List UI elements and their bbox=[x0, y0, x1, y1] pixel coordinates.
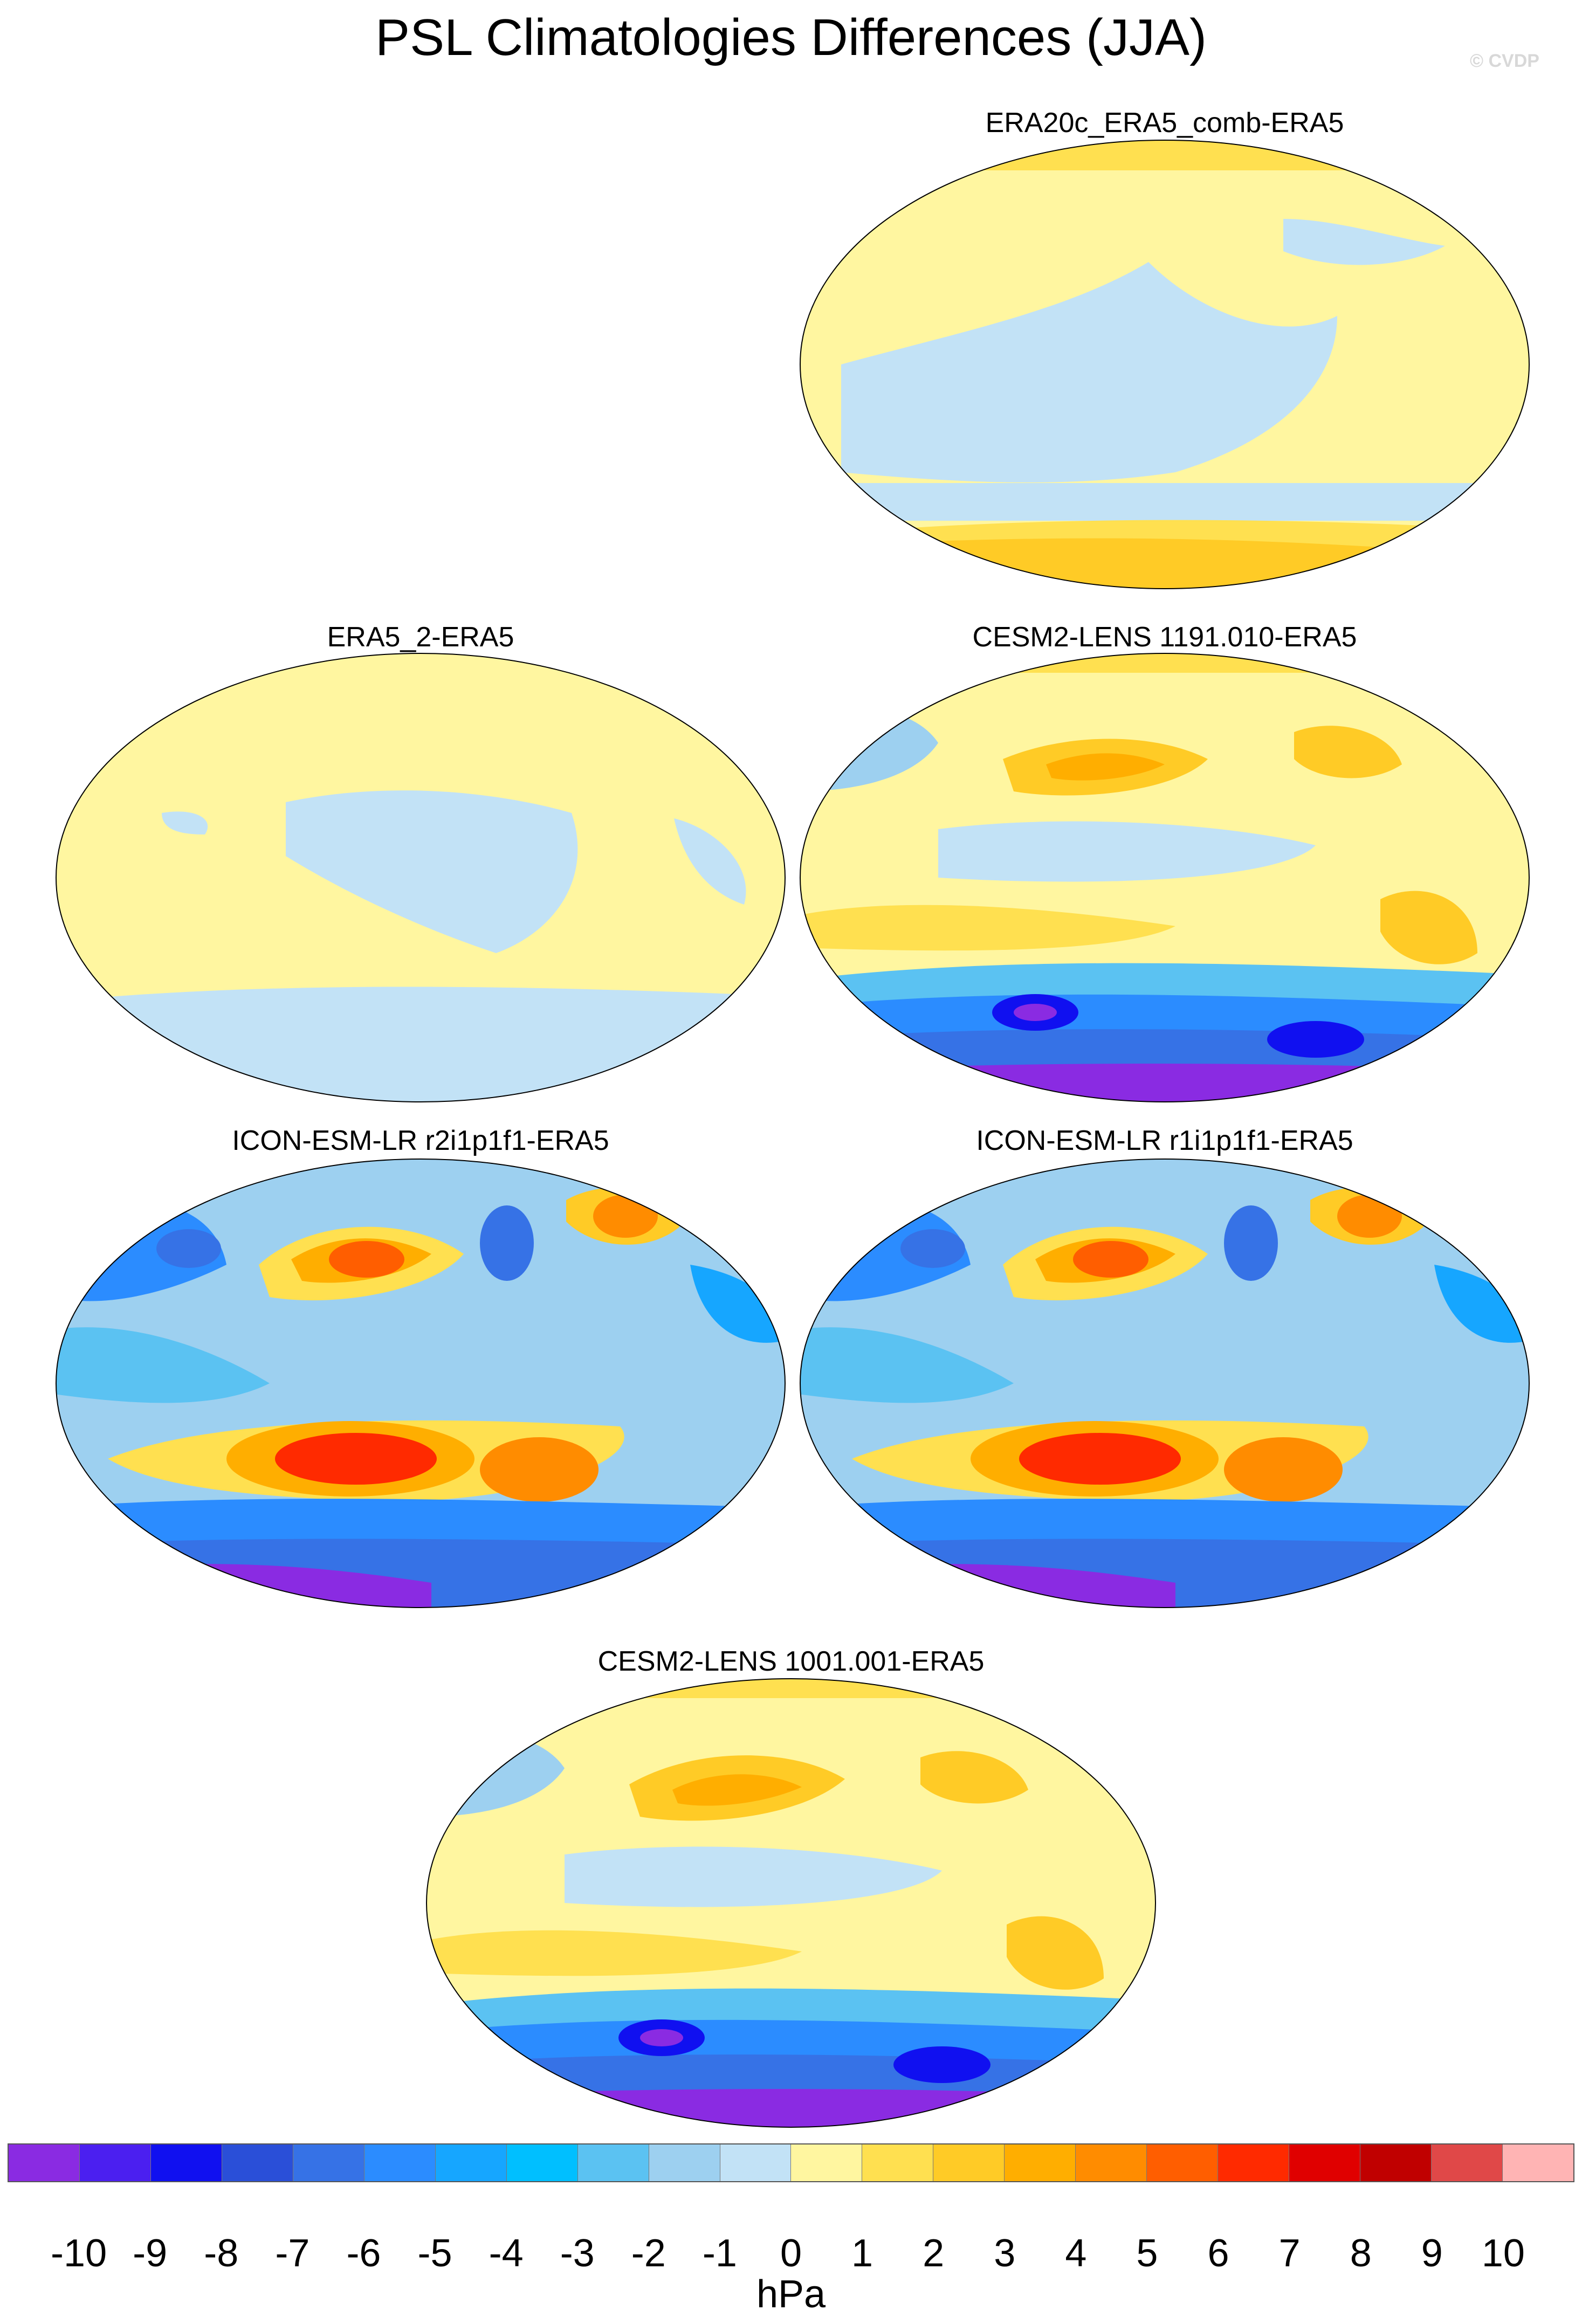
colorbar-tick-label: 3 bbox=[994, 2232, 1016, 2275]
colorbar-tick-label: -4 bbox=[489, 2232, 524, 2275]
colorbar-box bbox=[79, 2144, 151, 2181]
map-panel-6 bbox=[426, 1678, 1156, 2128]
colorbar-box bbox=[720, 2144, 792, 2181]
colorbar-box bbox=[1147, 2144, 1219, 2181]
colorbar-box bbox=[791, 2144, 863, 2181]
colorbar-tick-label: -2 bbox=[631, 2232, 666, 2275]
panel-title-3: CESM2-LENS 1191.010-ERA5 bbox=[972, 622, 1357, 653]
colorbar-box bbox=[1076, 2144, 1147, 2181]
map-panel-2 bbox=[56, 653, 786, 1102]
colorbar-box bbox=[1005, 2144, 1076, 2181]
panel-title-1: ERA20c_ERA5_comb-ERA5 bbox=[985, 107, 1344, 139]
colorbar-tick-label: 9 bbox=[1421, 2232, 1443, 2275]
colorbar-box bbox=[1503, 2144, 1573, 2181]
colorbar-tick-label: -5 bbox=[417, 2232, 452, 2275]
colorbar-tick-label: -9 bbox=[133, 2232, 168, 2275]
colorbar-box bbox=[933, 2144, 1005, 2181]
map-panel-1 bbox=[800, 140, 1530, 589]
colorbar-units: hPa bbox=[756, 2273, 826, 2316]
colorbar-box bbox=[649, 2144, 720, 2181]
colorbar-box bbox=[1432, 2144, 1503, 2181]
panel-title-4: ICON-ESM-LR r2i1p1f1-ERA5 bbox=[232, 1125, 609, 1156]
colorbar-box bbox=[1289, 2144, 1361, 2181]
colorbar-box bbox=[577, 2144, 649, 2181]
figure-title: PSL Climatologies Differences (JJA) bbox=[375, 9, 1207, 66]
colorbar bbox=[8, 2143, 1574, 2182]
colorbar-box bbox=[435, 2144, 507, 2181]
colorbar-tick-label: 1 bbox=[851, 2232, 873, 2275]
map-panel-5 bbox=[800, 1158, 1530, 1608]
colorbar-tick-label: -8 bbox=[204, 2232, 239, 2275]
colorbar-box bbox=[1360, 2144, 1432, 2181]
panel-title-2: ERA5_2-ERA5 bbox=[327, 622, 514, 653]
colorbar-tick-label: 5 bbox=[1136, 2232, 1158, 2275]
panel-title-5: ICON-ESM-LR r1i1p1f1-ERA5 bbox=[976, 1125, 1353, 1156]
panel-title-6: CESM2-LENS 1001.001-ERA5 bbox=[597, 1646, 985, 1677]
colorbar-box bbox=[862, 2144, 934, 2181]
colorbar-tick-label: -1 bbox=[702, 2232, 737, 2275]
colorbar-box bbox=[9, 2144, 80, 2181]
cvdp-watermark: © CVDP bbox=[1470, 51, 1539, 71]
colorbar-tick-label: -7 bbox=[275, 2232, 310, 2275]
colorbar-box bbox=[1218, 2144, 1290, 2181]
map-panel-3 bbox=[800, 653, 1530, 1102]
colorbar-tick-label: 0 bbox=[780, 2232, 802, 2275]
colorbar-tick-label: -6 bbox=[346, 2232, 381, 2275]
colorbar-box bbox=[150, 2144, 222, 2181]
colorbar-tick-label: -10 bbox=[51, 2232, 107, 2275]
colorbar-tick-label: 7 bbox=[1278, 2232, 1301, 2275]
colorbar-tick-label: -3 bbox=[560, 2232, 595, 2275]
colorbar-box bbox=[506, 2144, 578, 2181]
colorbar-tick-label: 8 bbox=[1350, 2232, 1372, 2275]
colorbar-tick-label: 4 bbox=[1065, 2232, 1087, 2275]
colorbar-box bbox=[364, 2144, 436, 2181]
colorbar-tick-label: 10 bbox=[1481, 2232, 1525, 2275]
colorbar-box bbox=[222, 2144, 293, 2181]
colorbar-tick-label: 6 bbox=[1207, 2232, 1229, 2275]
colorbar-tick-label: 2 bbox=[923, 2232, 945, 2275]
map-panel-4 bbox=[56, 1158, 786, 1608]
colorbar-box bbox=[293, 2144, 364, 2181]
